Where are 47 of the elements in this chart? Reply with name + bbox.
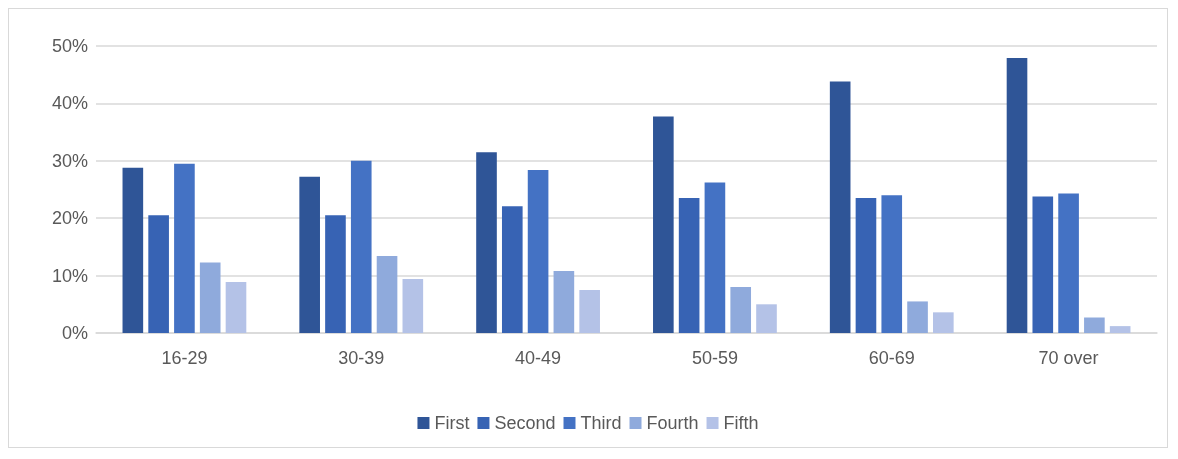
bar xyxy=(678,198,700,333)
bar xyxy=(1058,193,1079,333)
x-tick-label: 60-69 xyxy=(868,348,915,368)
x-tick-label: 70 over xyxy=(1038,348,1099,368)
y-tick-label: 20% xyxy=(51,208,88,229)
bar xyxy=(553,271,575,333)
x-tick-label: 16-29 xyxy=(161,348,208,368)
bar xyxy=(174,163,195,333)
bar xyxy=(704,182,726,333)
legend-label: Third xyxy=(580,413,622,433)
bar xyxy=(376,256,398,333)
bar xyxy=(907,301,928,333)
bar xyxy=(855,198,877,333)
bar xyxy=(402,279,424,333)
x-tick-label: 30-39 xyxy=(338,348,385,368)
bar xyxy=(527,169,549,333)
y-tick-label: 50% xyxy=(51,36,88,56)
bar xyxy=(730,287,752,333)
bar xyxy=(199,262,221,333)
bar xyxy=(756,304,777,333)
y-tick-label: 0% xyxy=(61,323,88,343)
bar xyxy=(148,215,169,333)
legend-label: Fifth xyxy=(723,413,759,433)
bar xyxy=(1109,326,1131,333)
bar xyxy=(299,176,320,333)
bar xyxy=(225,281,247,333)
bar xyxy=(1006,58,1028,333)
legend-label: Second xyxy=(494,413,556,433)
x-tick-label: 50-59 xyxy=(691,348,738,368)
bar xyxy=(122,167,144,333)
bar xyxy=(1032,196,1054,333)
y-tick-label: 40% xyxy=(51,93,88,114)
bar xyxy=(325,215,346,333)
bar xyxy=(933,312,954,333)
legend-label: Fourth xyxy=(646,413,699,433)
bar xyxy=(829,81,851,333)
bar xyxy=(653,116,674,333)
y-tick-label: 10% xyxy=(51,265,88,286)
legend-label: First xyxy=(434,413,470,433)
bar xyxy=(1084,317,1105,333)
bar xyxy=(350,160,372,333)
y-tick-label: 30% xyxy=(51,150,88,171)
x-tick-label: 40-49 xyxy=(515,348,562,368)
bar xyxy=(501,206,523,333)
bar xyxy=(476,152,497,333)
bar xyxy=(881,195,903,333)
bar xyxy=(579,289,600,333)
